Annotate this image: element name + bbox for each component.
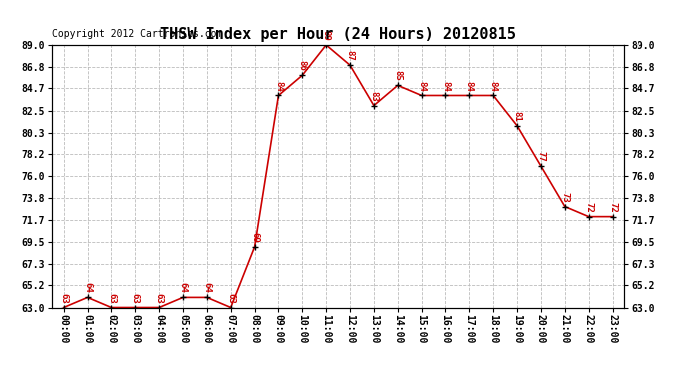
- Text: 63: 63: [131, 292, 140, 303]
- Text: 81: 81: [513, 111, 522, 122]
- Text: 84: 84: [417, 81, 426, 92]
- Text: 89: 89: [322, 30, 331, 41]
- Text: 64: 64: [202, 282, 211, 293]
- Text: 63: 63: [107, 292, 116, 303]
- Text: 72: 72: [584, 202, 593, 213]
- Text: 85: 85: [393, 70, 402, 81]
- Text: 63: 63: [155, 292, 164, 303]
- Text: 84: 84: [274, 81, 283, 92]
- Text: 87: 87: [346, 50, 355, 61]
- Text: 73: 73: [560, 192, 569, 202]
- Text: 84: 84: [489, 81, 497, 92]
- Text: 83: 83: [369, 91, 378, 101]
- Text: 64: 64: [179, 282, 188, 293]
- Text: 77: 77: [536, 151, 545, 162]
- Text: Copyright 2012 Cartronics.com: Copyright 2012 Cartronics.com: [52, 29, 222, 39]
- Text: THSW  (°F): THSW (°F): [597, 36, 660, 46]
- Text: 86: 86: [298, 60, 307, 71]
- Text: 69: 69: [250, 232, 259, 243]
- Text: 63: 63: [59, 292, 68, 303]
- Text: 63: 63: [226, 292, 235, 303]
- Text: 84: 84: [465, 81, 474, 92]
- Text: 72: 72: [608, 202, 617, 213]
- Text: 84: 84: [441, 81, 450, 92]
- Title: THSW Index per Hour (24 Hours) 20120815: THSW Index per Hour (24 Hours) 20120815: [160, 27, 516, 42]
- Text: 64: 64: [83, 282, 92, 293]
